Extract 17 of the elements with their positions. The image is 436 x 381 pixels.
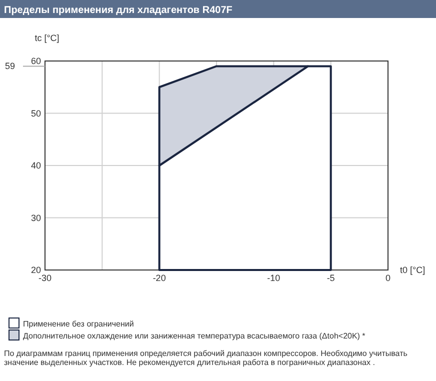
legend-label: Применение без ограничений bbox=[23, 320, 134, 328]
chart-title: Пределы применения для хладагентов R407F bbox=[4, 5, 232, 16]
text: По диаграммам границ применения определяется рабочий диапазон компрессоров. Необходимо учитывать значение выделенных участков. Не рекомендуется длительная работа в пограничных диапазонах . bbox=[4, 349, 408, 367]
legend-label: Дополнительное охлаждение или заниженная температура всасываемого газа (Δtoh<20K) * bbox=[23, 332, 366, 340]
x-tick-label: -10 bbox=[267, 273, 280, 283]
y-tick-label: 30 bbox=[30, 212, 41, 223]
x-tick-label: -20 bbox=[152, 273, 166, 283]
y-tick-label: 50 bbox=[30, 108, 41, 118]
ref-line-label: 59 bbox=[4, 61, 15, 72]
y-tick-label: 20 bbox=[30, 265, 41, 275]
x-tick-label: -30 bbox=[38, 273, 52, 283]
x-tick-label: -5 bbox=[326, 273, 335, 283]
y-tick-label: 40 bbox=[30, 160, 41, 170]
y-tick-label: 60 bbox=[30, 56, 41, 66]
x-axis-title: t0 [°C] bbox=[400, 265, 426, 275]
y-axis-title: tc [°C] bbox=[34, 33, 60, 43]
x-tick-label: 0 bbox=[385, 273, 391, 283]
